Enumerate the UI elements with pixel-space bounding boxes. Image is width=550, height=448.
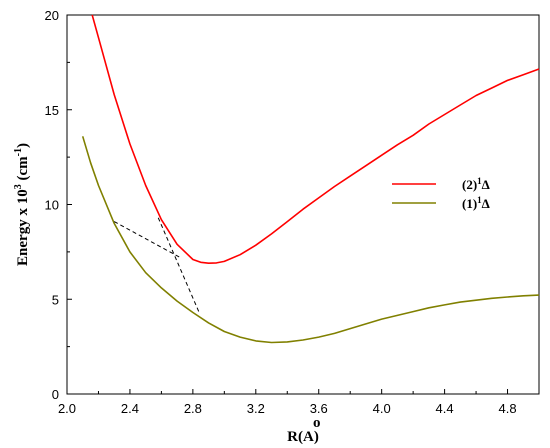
y-axis-title-unit: (cm	[15, 156, 31, 184]
x-axis-title-prefix: R(	[287, 429, 303, 445]
x-tick-label: 2.4	[121, 401, 139, 416]
plot-area: 2.0 2.4 2.8 3.2 3.6 4.0 4.4 4.8 0 5 10 15 20	[45, 8, 540, 416]
legend-label-superscript: 1	[477, 195, 482, 205]
x-tick-label: 3.6	[310, 401, 328, 416]
legend-label-state: (2)	[462, 177, 477, 192]
dashed-guide-line-1	[113, 221, 181, 258]
angstrom-ring-mark: o	[313, 415, 321, 431]
y-axis-title-unit-exp: -1	[13, 148, 24, 156]
x-tick-label: 2.0	[58, 401, 76, 416]
y-tick-label: 15	[45, 103, 59, 118]
y-axis-title: Energy x 103 (cm-1)	[13, 143, 31, 266]
y-tick-label: 20	[45, 8, 59, 23]
y-tick-label: 5	[52, 292, 59, 307]
legend-label: (1)1Δ	[462, 195, 490, 211]
legend: (2)1Δ(1)1Δ	[392, 176, 490, 211]
x-axis-title: R(A)	[287, 429, 319, 445]
y-tick-label: 10	[45, 198, 59, 213]
legend-label-symbol: Δ	[482, 177, 490, 192]
y-axis-title-exp: 3	[13, 184, 24, 189]
dashed-guide-line-2	[157, 217, 200, 313]
x-tick-label: 2.8	[184, 401, 202, 416]
legend-label: (2)1Δ	[462, 176, 490, 192]
y-tick-label: 0	[52, 387, 59, 402]
x-tick-label: 4.8	[498, 401, 516, 416]
legend-label-state: (1)	[462, 196, 477, 211]
legend-label-superscript: 1	[477, 176, 482, 186]
series-line-upper-state	[91, 14, 540, 265]
x-tick-label: 4.0	[373, 401, 391, 416]
x-tick-label: 3.2	[247, 401, 265, 416]
y-axis-title-main: Energy x 10	[15, 189, 31, 266]
x-axis-title-suffix: )	[314, 429, 319, 445]
x-tick-label: 4.4	[436, 401, 454, 416]
series-line-lower-state	[81, 136, 540, 344]
y-axis-title-close: )	[15, 143, 31, 148]
x-axis-title-angstrom: A	[303, 429, 314, 445]
legend-label-symbol: Δ	[482, 196, 490, 211]
